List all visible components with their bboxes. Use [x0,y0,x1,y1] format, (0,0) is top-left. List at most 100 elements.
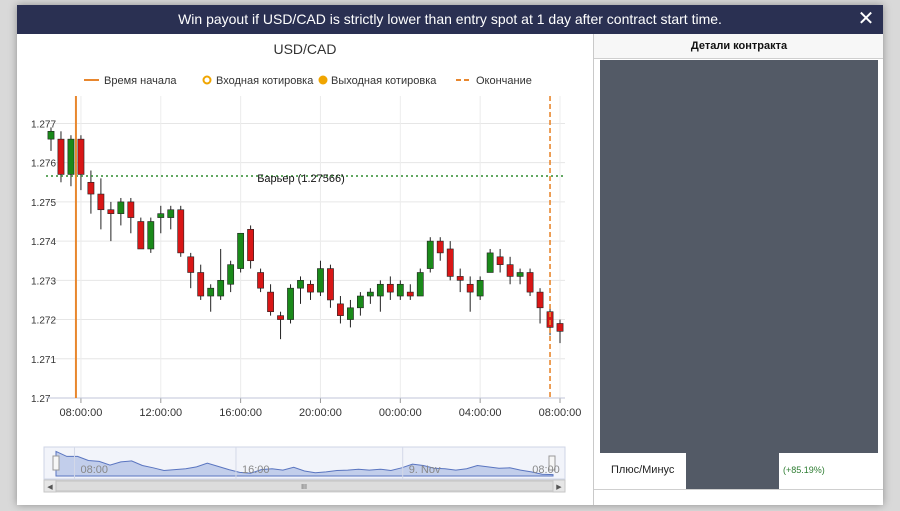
candle [257,272,264,289]
candle [466,283,474,293]
candle [396,283,404,297]
candle [307,283,314,293]
candle [87,181,95,195]
y-tick-label: 1.27 [31,394,51,405]
candle [97,193,105,211]
contract-details-header: Детали контракта [594,34,883,59]
candle [247,229,254,262]
candle [67,138,75,175]
candle [536,291,544,309]
x-tick-label: 20:00:00 [299,407,342,419]
profit-loss-percent: (+85.19%) [783,465,825,475]
candle [57,138,65,175]
candle [157,213,165,218]
navigator-label: 08:00 [80,464,108,476]
navigator[interactable]: 08:00 16:00 9. Nov 08:00 [43,446,566,480]
candle [327,268,334,301]
scrollbar-right-button[interactable] [552,479,566,493]
candle [217,280,225,297]
contract-modal: Win payout if USD/CAD is strictly lower … [17,5,883,505]
candle [386,283,394,293]
legend-end-label: Окончание [476,75,532,87]
candle [167,209,175,218]
candle [77,138,85,175]
x-tick-label: 16:00:00 [219,407,262,419]
contract-markers [46,96,565,398]
candle [227,264,235,285]
candle [486,252,494,273]
candle [127,201,135,218]
x-tick-label: 04:00:00 [459,407,502,419]
y-tick-label: 1.274 [31,237,56,248]
navigator-label: 16:00 [242,464,270,476]
candle [137,221,145,250]
contract-details-content [600,60,878,453]
x-tick-label: 12:00:00 [139,407,182,419]
candle [516,272,524,277]
legend-entry-spot-label: Входная котировка [216,75,314,87]
contract-details-panel: Детали контракта Плюс/Минус (+85.19%) [593,34,883,505]
candle [456,276,464,281]
navigator-left-handle[interactable] [52,455,60,471]
candle [496,256,504,265]
candle [277,315,284,320]
legend-entry-spot-marker [202,75,212,85]
scrollbar-left-arrow-icon[interactable]: ◀ [47,484,53,491]
candle [406,291,414,297]
chart-area: USD/CAD Время начала Входная котировка В… [17,34,593,505]
close-icon[interactable]: ✕ [857,8,875,30]
y-tick-label: 1.276 [31,159,56,170]
candle [426,240,434,269]
x-tick-label: 08:00:00 [60,407,103,419]
candle-series [47,127,564,344]
candle [47,130,55,140]
y-axis: 1.277 1.276 1.275 1.274 1.273 1.272 1.271 1.27 [31,119,56,405]
scrollbar-right-arrow-icon[interactable]: ▶ [556,484,562,491]
scrollbar-grip-icon[interactable]: III [301,484,307,491]
profit-loss-label: Плюс/Минус [611,464,675,476]
y-tick-label: 1.277 [31,119,56,130]
candle [337,303,344,316]
candle [237,232,245,269]
legend-exit-spot-marker [318,75,328,85]
candle [187,256,195,273]
candlestick-chart: USD/CAD Время начала Входная котировка В… [31,41,582,493]
y-tick-label: 1.272 [31,316,56,327]
candle [446,248,454,277]
candle [117,201,125,214]
candle [526,272,534,293]
chart-legend: Время начала Входная котировка Выходная … [84,75,532,87]
candle [297,280,304,289]
modal-title: Win payout if USD/CAD is strictly lower … [178,11,722,27]
modal-titlebar: Win payout if USD/CAD is strictly lower … [17,5,883,34]
candle [147,221,155,250]
candle [556,323,564,332]
candle [506,264,514,277]
candle [207,287,215,297]
candle [416,272,424,297]
y-tick-label: 1.273 [31,276,56,287]
barrier-label: Барьер (1.27566) [257,173,345,185]
x-tick-label: 08:00:00 [539,407,582,419]
candle [376,283,384,297]
navigator-right-handle[interactable] [548,455,556,471]
navigator-scrollbar[interactable]: ◀ III ▶ [43,479,566,493]
x-axis: 08:00:00 12:00:00 16:00:00 20:00:00 00:00:00… [46,397,582,419]
x-tick-label: 00:00:00 [379,407,422,419]
y-tick-label: 1.271 [31,355,56,366]
navigator-grid [73,447,404,479]
candle [366,291,374,297]
navigator-series [55,450,554,477]
candle [107,209,115,214]
candle [476,280,484,297]
candle [357,295,364,309]
candle [197,272,205,297]
navigator-label: 08:00 [532,464,560,476]
candle [436,240,444,254]
y-tick-label: 1.275 [31,198,56,209]
profit-loss-row: Плюс/Минус (+85.19%) [594,453,883,490]
candle [287,287,294,320]
candle [546,311,554,328]
profit-loss-amount [686,453,779,489]
candle [317,268,324,293]
